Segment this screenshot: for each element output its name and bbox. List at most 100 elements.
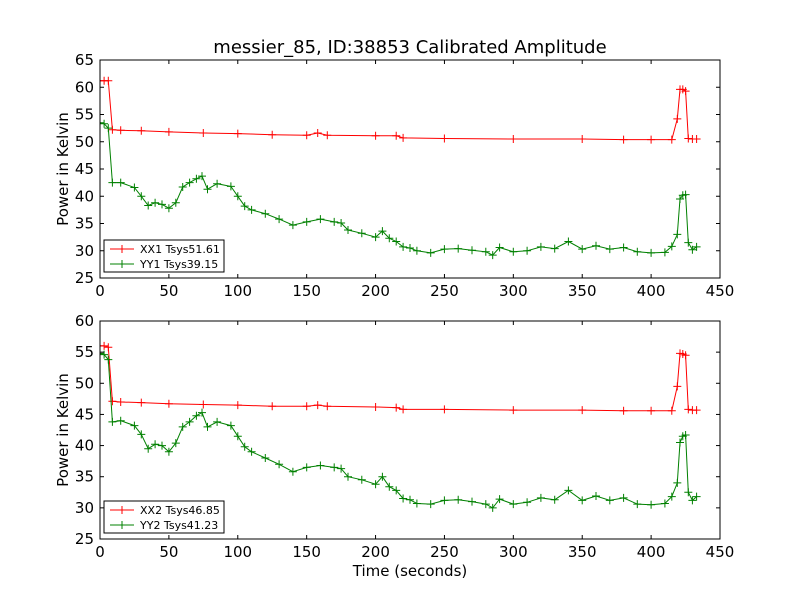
data-point <box>268 130 277 139</box>
data-point <box>673 478 682 487</box>
y-tick-label: 30 <box>75 499 94 517</box>
y-tick-label: 30 <box>75 242 94 260</box>
data-point <box>681 431 690 439</box>
data-point <box>667 242 676 251</box>
data-point <box>323 131 332 140</box>
data-point <box>392 403 401 412</box>
data-point <box>344 226 352 234</box>
x-tick-label: 200 <box>361 282 390 300</box>
data-point <box>198 172 206 181</box>
data-point <box>378 472 387 481</box>
top-subplot: 0 50 100 150 200 250 300 350 400 450 25 30 35 40 45 50 5… <box>54 51 734 300</box>
data-point <box>213 179 222 188</box>
y-tick-label: 60 <box>75 312 94 330</box>
data-point <box>100 349 104 358</box>
data-point <box>399 405 408 414</box>
data-point <box>676 438 684 447</box>
x-tick-label: 250 <box>430 543 459 561</box>
data-point <box>337 464 346 473</box>
x-tick-label: 0 <box>95 543 105 561</box>
data-point <box>164 399 173 408</box>
data-point <box>330 217 339 226</box>
x-tick-label: 250 <box>430 282 459 300</box>
data-point <box>578 135 587 143</box>
x-tick-label: 300 <box>499 282 528 300</box>
y-tick-label: 25 <box>75 269 94 287</box>
data-point <box>302 131 311 140</box>
data-point <box>313 129 322 137</box>
data-point <box>357 229 366 238</box>
y-tick-label: 35 <box>75 468 94 486</box>
data-point <box>203 422 212 431</box>
y-tick-label: 50 <box>75 374 94 392</box>
data-point <box>116 178 125 187</box>
y-axis-label: Power in Kelvin <box>54 112 72 226</box>
x-tick-label: 50 <box>159 543 178 561</box>
y-tick-label: 25 <box>75 530 94 548</box>
legend-label: XX2 Tsys46.85 <box>140 504 220 517</box>
data-point <box>116 416 125 425</box>
data-point <box>137 430 146 439</box>
data-point <box>509 406 518 415</box>
data-point <box>523 498 532 507</box>
data-point <box>371 131 380 140</box>
data-point <box>619 406 628 415</box>
data-point <box>288 221 297 230</box>
x-tick-label: 400 <box>637 282 666 300</box>
bottom-subplot: 0 50 100 150 200 250 300 350 400 450 25 30 35 40 45 50 5… <box>54 312 734 580</box>
data-point <box>213 417 222 426</box>
data-point <box>592 241 600 250</box>
data-point <box>688 245 697 254</box>
data-point <box>323 402 332 411</box>
data-point <box>399 133 408 142</box>
data-point <box>440 134 449 143</box>
data-point <box>302 402 311 411</box>
data-point <box>660 248 669 257</box>
data-point <box>130 421 139 430</box>
data-point <box>337 219 346 227</box>
data-point <box>692 406 701 415</box>
data-point <box>399 494 408 503</box>
x-tick-label: 100 <box>223 282 252 300</box>
y-tick-label: 40 <box>75 437 94 455</box>
x-axis-label: Time (seconds) <box>352 562 468 580</box>
data-point <box>392 237 401 246</box>
x-tick-label: 450 <box>706 282 735 300</box>
data-point <box>233 129 242 138</box>
data-point <box>164 127 173 136</box>
legend-label: XX1 Tsys51.61 <box>140 243 220 256</box>
data-point <box>536 493 545 502</box>
data-point <box>151 198 160 207</box>
data-point <box>316 461 325 470</box>
data-point <box>605 496 614 505</box>
data-point <box>681 190 690 199</box>
data-point <box>330 463 339 472</box>
x-tick-label: 100 <box>223 543 252 561</box>
data-point <box>130 183 139 192</box>
data-point <box>371 480 380 489</box>
data-point <box>158 200 166 209</box>
data-point <box>164 447 173 456</box>
data-point <box>481 500 490 509</box>
data-point <box>684 238 693 247</box>
x-tick-label: 300 <box>499 543 528 561</box>
data-point <box>275 215 284 224</box>
data-point <box>592 492 600 500</box>
data-point <box>302 463 311 472</box>
data-point <box>406 495 414 504</box>
data-point <box>564 237 573 246</box>
legend-label: YY2 Tsys41.23 <box>139 519 218 532</box>
data-point <box>523 246 532 255</box>
legend-marker <box>118 245 126 253</box>
plot-area <box>100 76 701 260</box>
data-point <box>275 460 284 469</box>
data-point <box>100 341 109 350</box>
data-point <box>171 198 180 207</box>
data-point <box>178 422 187 431</box>
axes-frame <box>99 320 721 540</box>
data-point <box>198 408 206 417</box>
data-point <box>550 495 559 504</box>
data-point <box>385 482 394 491</box>
data-point <box>104 76 113 85</box>
data-point <box>692 135 701 143</box>
